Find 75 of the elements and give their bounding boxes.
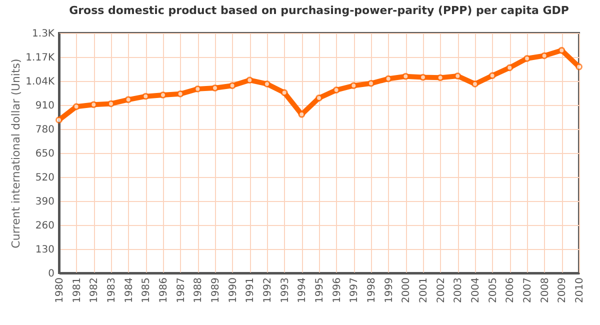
x-tick-label: 2004 [470, 278, 482, 303]
point [524, 54, 530, 62]
x-tick-label: 1986 [158, 278, 170, 303]
point [402, 72, 410, 80]
point [298, 110, 306, 118]
point [194, 85, 202, 92]
y-tick-label: 260 [35, 220, 54, 232]
x-tick-label: 1995 [314, 278, 326, 303]
x-tick-label: 1999 [384, 278, 395, 303]
point [350, 82, 358, 90]
x-tick-label: 1984 [124, 278, 135, 303]
point [246, 76, 254, 84]
point [90, 101, 98, 108]
y-tick-label: 0 [48, 268, 54, 280]
x-tick-label: 1989 [210, 278, 222, 303]
y-tick-label: 1.04K [26, 76, 55, 88]
x-tick-label: 1990 [228, 278, 239, 303]
x-tick-label: 1994 [297, 278, 308, 303]
point [56, 116, 62, 124]
x-tick-label: 2000 [401, 278, 412, 303]
x-tick-label: 1980 [54, 278, 66, 303]
x-tick-label: 1982 [89, 278, 100, 303]
x-tick-label: 1991 [245, 278, 256, 303]
y-tick-label: 910 [35, 100, 54, 112]
x-tick-label: 2007 [522, 278, 534, 303]
point [316, 94, 322, 102]
x-tick-label: 2006 [505, 278, 516, 303]
point [488, 72, 496, 80]
x-tick-label: 1983 [106, 278, 118, 303]
y-tick-label: 780 [35, 124, 54, 136]
x-tick-label: 1992 [262, 278, 274, 303]
x-tick-label: 1993 [280, 278, 291, 303]
point [160, 92, 166, 99]
chart-title: Gross domestic product based on purchasing-power-parity (PPP) per capita GDP [69, 4, 569, 17]
y-axis-title: Current international dollar (Units) [10, 58, 23, 248]
point [228, 82, 236, 90]
point [454, 72, 462, 80]
x-tick-label: 1998 [366, 278, 378, 303]
point [420, 74, 426, 81]
x-tick-label: 1981 [72, 278, 83, 303]
y-tick-label: 1.3K [32, 28, 55, 40]
x-tick-label: 2010 [574, 278, 586, 303]
point [108, 100, 114, 108]
x-tick-label: 2008 [540, 278, 551, 303]
point [124, 96, 132, 104]
point [384, 75, 392, 82]
x-tick-label: 2009 [557, 278, 568, 303]
point [332, 86, 340, 94]
point [368, 80, 374, 87]
point [436, 74, 444, 82]
x-tick-label: 1996 [332, 278, 343, 303]
point [212, 84, 218, 92]
x-tick-label: 1985 [141, 278, 152, 303]
x-tick-label: 2002 [436, 278, 447, 303]
y-tick-label: 650 [35, 148, 54, 160]
y-tick-label: 520 [35, 172, 54, 184]
point [72, 103, 80, 110]
y-tick-label: 1.17K [26, 52, 55, 64]
x-tick-label: 2005 [488, 278, 499, 303]
x-tick-label: 1987 [176, 278, 187, 303]
point [176, 90, 184, 98]
point [576, 63, 582, 70]
point [540, 52, 548, 60]
x-tick-label: 2003 [453, 278, 464, 303]
point [506, 64, 514, 72]
y-tick-label: 390 [35, 196, 54, 208]
x-tick-label: 2001 [418, 278, 430, 303]
point [558, 46, 566, 54]
y-tick-label: 130 [35, 244, 54, 256]
point [280, 89, 288, 96]
point [142, 92, 150, 100]
x-tick-label: 1997 [349, 278, 360, 303]
point [472, 80, 478, 88]
x-tick-label: 1988 [193, 278, 204, 303]
point [264, 80, 270, 88]
